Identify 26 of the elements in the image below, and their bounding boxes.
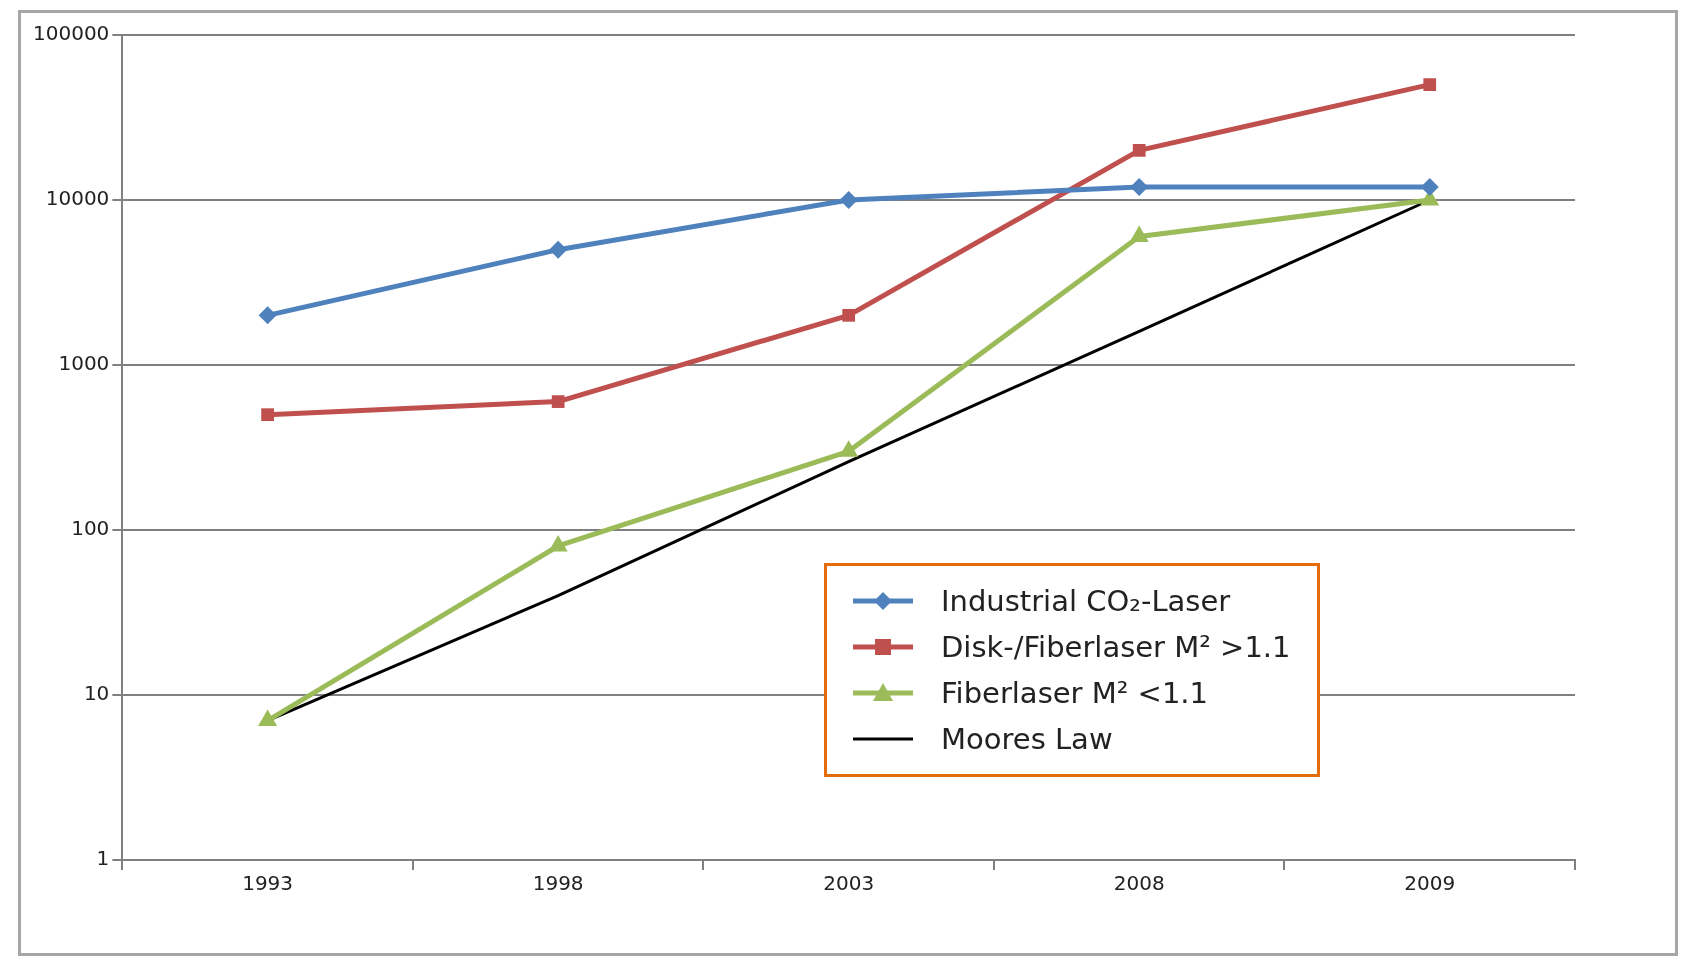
- point: [1132, 143, 1146, 157]
- point: [839, 440, 859, 457]
- legend-label: Disk-/Fiberlaser M² >1.1: [941, 630, 1291, 664]
- point: [839, 191, 858, 209]
- x-tick-label: 1993: [242, 871, 294, 896]
- y-tick-label: 1: [96, 846, 110, 871]
- point: [261, 408, 274, 422]
- x-tick-label: 2003: [823, 871, 875, 896]
- point: [258, 306, 277, 325]
- x-tick-label: 1998: [532, 871, 584, 896]
- point: [549, 240, 568, 259]
- y-tick-label: 10: [83, 681, 110, 706]
- point: [551, 395, 565, 408]
- y-tick-label: 10000: [45, 186, 110, 211]
- y-tick-label: 1000: [58, 351, 110, 376]
- legend-label: Moores Law: [941, 722, 1113, 756]
- x-tick-label: 2008: [1113, 871, 1165, 896]
- point: [258, 709, 278, 727]
- point: [548, 534, 568, 552]
- point: [842, 308, 856, 322]
- legend-label: Fiberlaser M² <1.1: [941, 676, 1209, 710]
- x-tick-label: 2009: [1404, 871, 1456, 896]
- y-tick-label: 100000: [32, 21, 110, 46]
- legend-label: Industrial CO₂-Laser: [941, 584, 1231, 618]
- point: [1423, 78, 1437, 92]
- y-tick-label: 100: [71, 516, 110, 541]
